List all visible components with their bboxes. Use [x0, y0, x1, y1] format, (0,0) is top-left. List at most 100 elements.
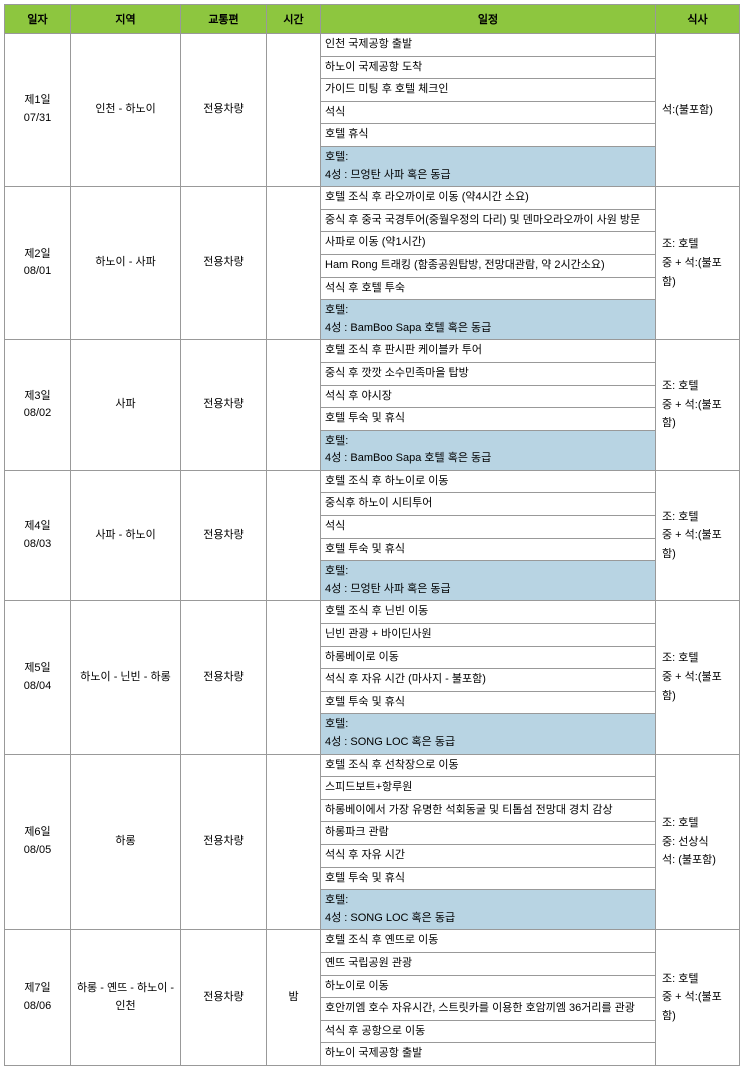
meal-line: 조: 호텔: [662, 814, 735, 833]
hotel-cell: 호텔:4성 : SONG LOC 혹은 동급: [321, 890, 656, 930]
day-row: 제1일07/31인천 - 하노이전용차량인천 국제공항 출발석:(불포함): [5, 34, 740, 57]
region-cell: 사파 - 하노이: [71, 470, 181, 601]
header-transport: 교통편: [181, 5, 267, 34]
meal-line: 조: 호텔: [662, 377, 735, 396]
table-body: 제1일07/31인천 - 하노이전용차량인천 국제공항 출발석:(불포함)하노이…: [5, 34, 740, 1066]
meal-cell: 조: 호텔중 + 석:(불포함): [656, 470, 740, 601]
meal-line: 중 + 석:(불포함): [662, 988, 735, 1025]
date-value: 08/02: [9, 405, 66, 423]
region-cell: 사파: [71, 340, 181, 471]
itinerary-cell: 호텔 투숙 및 휴식: [321, 538, 656, 561]
header-date: 일자: [5, 5, 71, 34]
meal-cell: 조: 호텔중 + 석:(불포함): [656, 930, 740, 1066]
itinerary-table: 일자 지역 교통편 시간 일정 식사 제1일07/31인천 - 하노이전용차량인…: [4, 4, 740, 1066]
itinerary-cell: 호텔 조식 후 옌뜨로 이동: [321, 930, 656, 953]
time-cell: [267, 754, 321, 930]
hotel-label: 호텔:: [325, 302, 651, 320]
day-label: 제2일: [9, 246, 66, 264]
transport-cell: 전용차량: [181, 754, 267, 930]
header-meal: 식사: [656, 5, 740, 34]
itinerary-cell: 스피드보트+항루원: [321, 777, 656, 800]
meal-line: 중 + 석:(불포함): [662, 668, 735, 705]
transport-cell: 전용차량: [181, 34, 267, 187]
itinerary-cell: 호텔 휴식: [321, 124, 656, 147]
hotel-cell: 호텔:4성 : SONG LOC 혹은 동급: [321, 714, 656, 754]
region-cell: 하롱: [71, 754, 181, 930]
meal-line: 조: 호텔: [662, 508, 735, 527]
itinerary-cell: 닌빈 관광 + 바이딘사원: [321, 624, 656, 647]
itinerary-cell: 호텔 조식 후 판시판 케이블카 투어: [321, 340, 656, 363]
meal-cell: 석:(불포함): [656, 34, 740, 187]
date-cell: 제6일08/05: [5, 754, 71, 930]
transport-cell: 전용차량: [181, 930, 267, 1066]
time-cell: [267, 187, 321, 340]
hotel-info: 4성 : BamBoo Sapa 호텔 혹은 동급: [325, 450, 651, 468]
itinerary-cell: 호텔 투숙 및 휴식: [321, 408, 656, 431]
table-header: 일자 지역 교통편 시간 일정 식사: [5, 5, 740, 34]
itinerary-cell: 가이드 미팅 후 호텔 체크인: [321, 79, 656, 102]
day-row: 제6일08/05하롱전용차량호텔 조식 후 선착장으로 이동조: 호텔중: 선상…: [5, 754, 740, 777]
date-value: 08/04: [9, 678, 66, 696]
day-row: 제4일08/03사파 - 하노이전용차량호텔 조식 후 하노이로 이동조: 호텔…: [5, 470, 740, 493]
itinerary-cell: 호텔 조식 후 선착장으로 이동: [321, 754, 656, 777]
date-cell: 제3일08/02: [5, 340, 71, 471]
meal-cell: 조: 호텔중 + 석:(불포함): [656, 340, 740, 471]
hotel-info: 4성 : BamBoo Sapa 호텔 혹은 동급: [325, 320, 651, 338]
transport-cell: 전용차량: [181, 601, 267, 754]
meal-line: 조: 호텔: [662, 649, 735, 668]
itinerary-cell: 인천 국제공항 출발: [321, 34, 656, 57]
meal-cell: 조: 호텔중 + 석:(불포함): [656, 187, 740, 340]
hotel-label: 호텔:: [325, 892, 651, 910]
itinerary-cell: Ham Rong 트래킹 (함종공원탑방, 전망대관람, 약 2시간소요): [321, 254, 656, 277]
hotel-cell: 호텔:4성 : 므엉탄 사파 혹은 동급: [321, 146, 656, 186]
meal-line: 중: 선상식: [662, 833, 735, 852]
itinerary-cell: 사파로 이동 (약1시간): [321, 232, 656, 255]
day-row: 제5일08/04하노이 - 닌빈 - 하롱전용차량호텔 조식 후 닌빈 이동조:…: [5, 601, 740, 624]
date-value: 08/03: [9, 536, 66, 554]
date-value: 08/06: [9, 998, 66, 1016]
date-cell: 제5일08/04: [5, 601, 71, 754]
transport-cell: 전용차량: [181, 470, 267, 601]
itinerary-cell: 하롱베이로 이동: [321, 646, 656, 669]
transport-cell: 전용차량: [181, 187, 267, 340]
meal-line: 석: (불포함): [662, 851, 735, 870]
time-cell: 밤: [267, 930, 321, 1066]
day-row: 제3일08/02사파전용차량호텔 조식 후 판시판 케이블카 투어조: 호텔중 …: [5, 340, 740, 363]
itinerary-cell: 호텔 조식 후 닌빈 이동: [321, 601, 656, 624]
hotel-label: 호텔:: [325, 563, 651, 581]
date-cell: 제7일08/06: [5, 930, 71, 1066]
day-label: 제1일: [9, 92, 66, 110]
hotel-cell: 호텔:4성 : BamBoo Sapa 호텔 혹은 동급: [321, 430, 656, 470]
meal-line: 석:(불포함): [662, 101, 735, 120]
meal-cell: 조: 호텔중: 선상식석: (불포함): [656, 754, 740, 930]
meal-line: 중 + 석:(불포함): [662, 396, 735, 433]
itinerary-cell: 호텔 투숙 및 휴식: [321, 867, 656, 890]
day-label: 제5일: [9, 660, 66, 678]
hotel-label: 호텔:: [325, 149, 651, 167]
itinerary-cell: 석식 후 호텔 투숙: [321, 277, 656, 300]
itinerary-cell: 석식 후 자유 시간 (마사지 - 불포함): [321, 669, 656, 692]
meal-line: 조: 호텔: [662, 970, 735, 989]
itinerary-cell: 호안끼엠 호수 자유시간, 스트릿카를 이용한 호암끼엠 36거리를 관광: [321, 998, 656, 1021]
date-cell: 제2일08/01: [5, 187, 71, 340]
header-itinerary: 일정: [321, 5, 656, 34]
hotel-cell: 호텔:4성 : 므엉탄 사파 혹은 동급: [321, 561, 656, 601]
itinerary-cell: 석식 후 공항으로 이동: [321, 1020, 656, 1043]
itinerary-cell: 호텔 조식 후 라오까이로 이동 (약4시간 소요): [321, 187, 656, 210]
itinerary-cell: 하롱파크 관람: [321, 822, 656, 845]
itinerary-cell: 호텔 투숙 및 휴식: [321, 691, 656, 714]
itinerary-cell: 중식후 하노이 시티투어: [321, 493, 656, 516]
itinerary-cell: 중식 후 중국 국경투어(중월우정의 다리) 및 덴마오라오까이 사원 방문: [321, 209, 656, 232]
date-cell: 제1일07/31: [5, 34, 71, 187]
transport-cell: 전용차량: [181, 340, 267, 471]
itinerary-cell: 하롱베이에서 가장 유명한 석회동굴 및 티톱섬 전망대 경치 감상: [321, 799, 656, 822]
hotel-info: 4성 : SONG LOC 혹은 동급: [325, 910, 651, 928]
hotel-cell: 호텔:4성 : BamBoo Sapa 호텔 혹은 동급: [321, 300, 656, 340]
time-cell: [267, 601, 321, 754]
region-cell: 인천 - 하노이: [71, 34, 181, 187]
hotel-info: 4성 : 므엉탄 사파 혹은 동급: [325, 581, 651, 599]
itinerary-cell: 하노이로 이동: [321, 975, 656, 998]
date-value: 07/31: [9, 110, 66, 128]
date-cell: 제4일08/03: [5, 470, 71, 601]
itinerary-cell: 석식: [321, 516, 656, 539]
